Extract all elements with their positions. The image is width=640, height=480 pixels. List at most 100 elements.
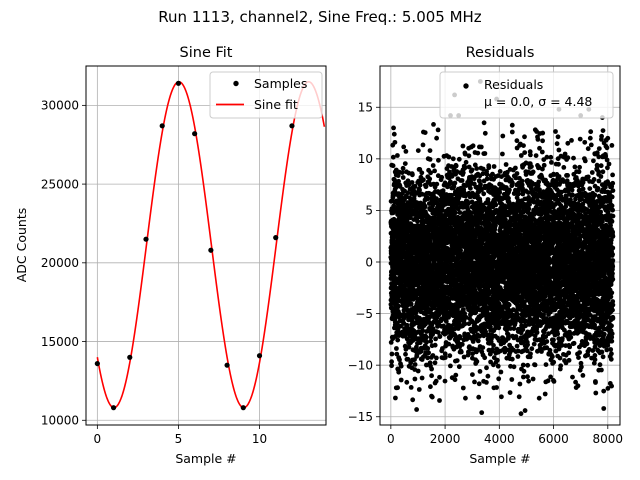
sample-point	[240, 405, 246, 411]
residual-point	[412, 362, 418, 367]
residual-point	[424, 362, 429, 368]
residual-point	[412, 376, 418, 382]
residual-point	[430, 353, 436, 358]
residual-point	[400, 175, 406, 180]
residual-point	[389, 351, 395, 357]
residual-point	[461, 307, 466, 312]
sample-point	[289, 123, 295, 129]
residual-point	[485, 373, 491, 379]
residual-point	[404, 379, 410, 385]
residual-point	[500, 133, 506, 139]
legend-sine-fit-label: Sine fit	[254, 97, 298, 112]
residual-point	[460, 170, 466, 176]
residual-point	[463, 315, 469, 320]
y-tick-label: 15000	[41, 335, 79, 349]
sine-fit-frame	[85, 65, 327, 426]
residual-point	[408, 301, 414, 307]
residual-point	[521, 143, 526, 149]
residual-point	[427, 157, 433, 162]
residual-point	[507, 187, 512, 193]
residual-point	[498, 369, 504, 375]
residual-point	[429, 373, 434, 379]
residual-point	[416, 387, 422, 392]
residual-point	[425, 346, 431, 351]
residual-point	[415, 148, 421, 154]
residual-point	[454, 358, 460, 363]
residual-point	[462, 151, 468, 157]
residual-point	[462, 165, 468, 170]
residual-point	[409, 180, 415, 185]
residual-point	[402, 161, 408, 167]
residual-point	[484, 176, 490, 182]
residual-point	[472, 162, 478, 168]
residual-point	[428, 338, 434, 344]
sine-fit-xlabel: Sample #	[175, 451, 236, 466]
x-tick-label: 0	[94, 432, 102, 446]
residual-point	[440, 188, 446, 194]
sample-point	[273, 235, 279, 241]
residual-point	[500, 151, 505, 157]
residual-point	[509, 129, 515, 135]
residual-point	[474, 166, 480, 171]
residual-point	[394, 346, 399, 351]
residual-point	[391, 203, 397, 209]
residual-point	[400, 165, 406, 171]
residual-point	[459, 178, 465, 183]
residual-point	[431, 122, 436, 127]
residual-point	[469, 224, 475, 230]
residual-point	[440, 208, 445, 213]
residual-point	[395, 153, 400, 158]
residual-point	[453, 372, 459, 378]
residual-point	[506, 334, 511, 340]
residual-point	[417, 182, 423, 188]
sample-point	[256, 353, 263, 359]
residual-point	[389, 359, 394, 365]
residual-point	[516, 394, 522, 400]
residual-point	[513, 165, 518, 171]
figure-suptitle: Run 1113, channel2, Sine Freq.: 5.005 MH…	[158, 8, 482, 26]
residual-point	[517, 231, 523, 237]
residual-point	[398, 377, 404, 383]
residual-point	[434, 355, 439, 361]
residual-point	[410, 172, 415, 178]
residual-point	[460, 143, 466, 149]
residual-point	[484, 380, 489, 385]
residual-point	[426, 350, 431, 356]
residual-point	[435, 127, 441, 133]
sine-fit-plot-area	[94, 80, 326, 411]
sample-point	[94, 360, 100, 367]
residual-point	[432, 360, 438, 366]
residual-point	[521, 368, 527, 374]
residual-point	[405, 190, 411, 196]
residual-point	[406, 344, 412, 350]
sample-point	[143, 236, 149, 242]
x-tick-label: 10	[252, 432, 267, 446]
sine-fit-legend: Samples Sine fit	[209, 71, 323, 119]
residual-point	[434, 196, 439, 202]
residual-point	[522, 134, 527, 140]
residual-point	[408, 385, 414, 390]
sample-point	[192, 131, 198, 137]
residual-point	[396, 178, 401, 184]
residual-point	[443, 318, 449, 324]
residual-point	[478, 182, 483, 187]
residual-point	[469, 167, 475, 173]
residual-point	[496, 376, 502, 382]
residual-point	[517, 381, 523, 387]
residual-point	[419, 170, 425, 176]
residual-point	[476, 381, 482, 387]
residual-point	[470, 351, 475, 357]
y-tick-label: 30000	[41, 99, 79, 113]
residual-point	[514, 343, 520, 349]
y-tick-label: 20000	[41, 256, 79, 270]
residual-point	[509, 356, 515, 362]
residual-point	[503, 162, 509, 167]
residual-point	[472, 379, 477, 385]
residual-point	[469, 214, 474, 220]
residual-point	[398, 363, 404, 369]
residual-point	[423, 334, 429, 340]
residual-point	[466, 201, 471, 206]
residual-point	[405, 356, 411, 362]
residual-point	[520, 327, 526, 333]
